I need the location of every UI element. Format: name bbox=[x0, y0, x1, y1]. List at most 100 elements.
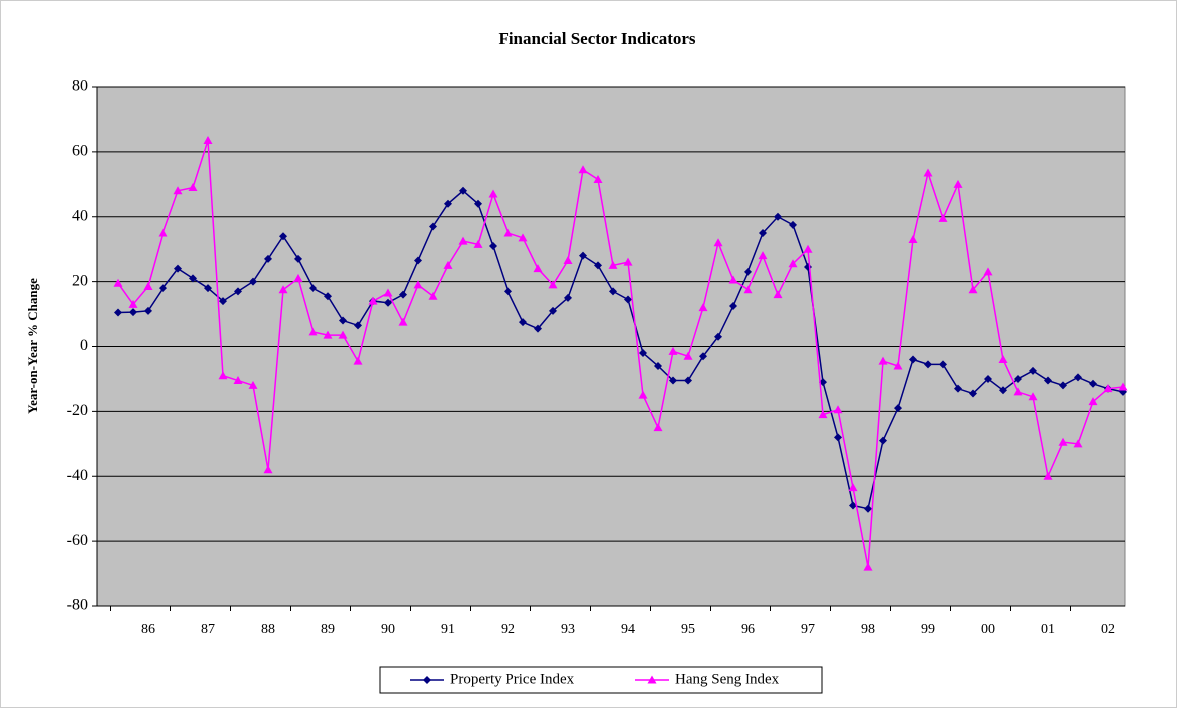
marker bbox=[668, 346, 678, 355]
x-tick-label: 95 bbox=[681, 622, 695, 637]
x-tick-label: 99 bbox=[921, 622, 935, 637]
marker bbox=[759, 228, 767, 237]
marker bbox=[908, 234, 918, 243]
marker bbox=[1103, 384, 1113, 393]
marker bbox=[518, 233, 528, 242]
marker bbox=[204, 284, 212, 293]
marker bbox=[263, 465, 273, 474]
marker bbox=[729, 301, 737, 310]
marker bbox=[473, 239, 483, 248]
series-line bbox=[117, 189, 1124, 510]
marker bbox=[653, 423, 663, 432]
marker bbox=[647, 675, 657, 684]
marker bbox=[324, 292, 332, 301]
x-tick-label: 01 bbox=[1041, 622, 1055, 637]
marker bbox=[128, 299, 138, 308]
marker bbox=[803, 244, 813, 253]
marker bbox=[698, 303, 708, 312]
marker bbox=[623, 257, 633, 266]
marker bbox=[1014, 374, 1022, 383]
marker bbox=[1043, 471, 1053, 480]
marker bbox=[458, 236, 468, 245]
marker bbox=[998, 354, 1008, 363]
x-tick-label: 02 bbox=[1101, 622, 1115, 637]
marker bbox=[683, 351, 693, 360]
marker bbox=[639, 348, 647, 357]
marker bbox=[174, 264, 182, 273]
marker bbox=[503, 228, 513, 237]
marker bbox=[338, 330, 348, 339]
x-tick-label: 91 bbox=[441, 622, 455, 637]
x-tick-label: 86 bbox=[141, 622, 155, 637]
marker bbox=[788, 259, 798, 268]
marker bbox=[323, 330, 333, 339]
marker bbox=[909, 355, 917, 364]
marker bbox=[264, 254, 272, 263]
marker bbox=[893, 361, 903, 370]
marker bbox=[699, 352, 707, 361]
legend-box bbox=[379, 666, 823, 694]
marker bbox=[279, 232, 287, 241]
marker bbox=[113, 278, 123, 287]
marker bbox=[533, 264, 543, 273]
x-tick-label: 96 bbox=[741, 622, 755, 637]
y-tick-label: 40 bbox=[72, 207, 88, 224]
marker bbox=[548, 280, 558, 289]
y-tick-label: 60 bbox=[72, 143, 88, 160]
marker bbox=[864, 504, 872, 513]
marker bbox=[489, 241, 497, 250]
x-tick-label: 89 bbox=[321, 622, 335, 637]
x-tick-label: 97 bbox=[801, 622, 815, 637]
marker bbox=[534, 324, 542, 333]
marker bbox=[818, 410, 828, 419]
marker bbox=[423, 676, 431, 684]
marker bbox=[368, 296, 378, 305]
marker bbox=[758, 251, 768, 260]
y-tick-label: 80 bbox=[72, 78, 88, 95]
marker bbox=[563, 256, 573, 265]
marker bbox=[384, 298, 392, 307]
marker bbox=[414, 256, 422, 265]
marker bbox=[984, 374, 992, 383]
y-tick-label: 0 bbox=[80, 337, 88, 354]
marker bbox=[144, 306, 152, 315]
x-tick-label: 88 bbox=[261, 622, 275, 637]
marker bbox=[774, 212, 782, 221]
marker bbox=[789, 220, 797, 229]
marker bbox=[354, 321, 362, 330]
marker bbox=[923, 168, 933, 177]
y-axis-label: Year-on-Year % Change bbox=[25, 278, 40, 414]
marker bbox=[654, 361, 662, 370]
marker bbox=[879, 436, 887, 445]
x-tick-label: 94 bbox=[621, 622, 635, 637]
marker bbox=[383, 288, 393, 297]
marker bbox=[848, 483, 858, 492]
marker bbox=[564, 293, 572, 302]
x-tick-label: 00 bbox=[981, 622, 995, 637]
marker bbox=[474, 199, 482, 208]
marker bbox=[1118, 382, 1128, 391]
y-tick-label: -20 bbox=[67, 402, 88, 419]
marker bbox=[173, 186, 183, 195]
marker bbox=[1089, 379, 1097, 388]
legend-label: Hang Seng Index bbox=[675, 671, 780, 687]
marker bbox=[309, 284, 317, 293]
x-tick-label: 92 bbox=[501, 622, 515, 637]
legend-label: Property Price Index bbox=[450, 671, 575, 687]
marker bbox=[459, 186, 467, 195]
marker bbox=[1058, 437, 1068, 446]
marker bbox=[143, 281, 153, 290]
marker bbox=[579, 251, 587, 260]
marker bbox=[278, 285, 288, 294]
marker bbox=[773, 290, 783, 299]
marker bbox=[308, 327, 318, 336]
marker bbox=[488, 189, 498, 198]
marker bbox=[413, 280, 423, 289]
marker bbox=[968, 285, 978, 294]
marker bbox=[1013, 387, 1023, 396]
marker bbox=[1044, 376, 1052, 385]
marker bbox=[744, 267, 752, 276]
y-tick-label: 20 bbox=[72, 272, 88, 289]
